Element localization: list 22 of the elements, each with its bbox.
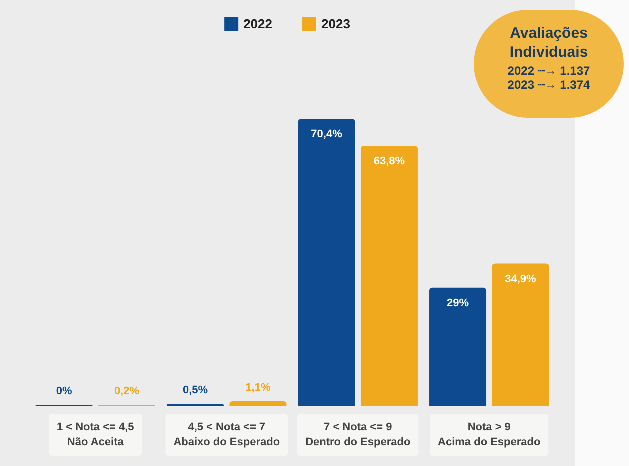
legend-label: 2023 [322,16,350,32]
text: Avaliações Individuais [508,24,590,62]
data-label: 34,9% [505,273,537,286]
x-tick-label: Nota > 9 Acima do Esperado [438,422,541,448]
x-tick-label: 4,5 < Nota <= 7 Abaixo do Esperado [174,422,280,448]
data-label: 1,1% [246,382,271,394]
bar [230,402,287,406]
bar [492,264,550,406]
data-label: 0,2% [114,386,140,398]
data-label: 29% [447,297,470,310]
legend-label: 2022 [244,16,272,32]
data-label: 63,8% [374,156,406,168]
data-label: 0% [56,386,72,398]
text: 2023 ┈→ 1.374 [506,78,592,92]
bar [298,119,356,406]
x-tick-label: 7 < Nota <= 9 Dentro do Esperado [306,422,411,448]
text: 2022 ┈→ 1.137 [506,64,592,78]
bar [360,146,418,406]
x-tick-label: 1 < Nota <= 4,5 Não Aceita [56,422,134,448]
data-label: 70,4% [311,128,343,141]
data-label: 0,5% [182,384,208,396]
bar [430,288,487,406]
